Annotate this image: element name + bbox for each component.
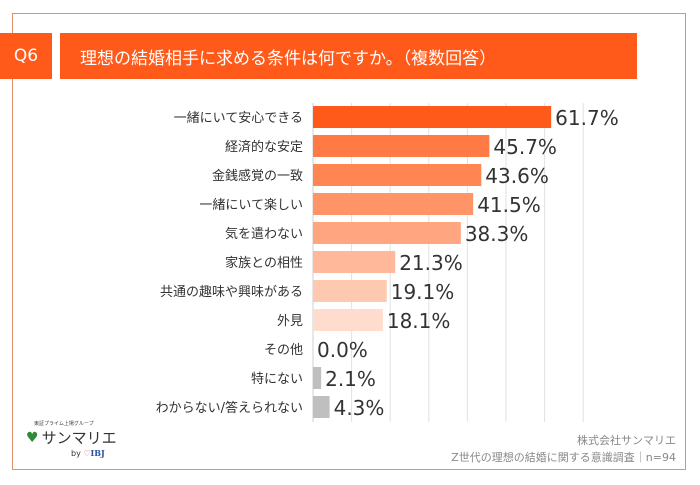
company-logo: 東証プライム上場グループ ♥ サンマリエ by ♡IBJ — [26, 420, 117, 458]
chart-title: 理想の結婚相手に求める条件は何ですか。（複数回答） — [60, 33, 637, 79]
bar — [313, 280, 387, 302]
bar — [313, 106, 552, 128]
category-label: 気を遣わない — [225, 226, 303, 242]
leaf-icon: ♥ — [26, 429, 39, 446]
heart-icon: ♡ — [83, 449, 91, 458]
category-label: 経済的な安定 — [225, 139, 303, 155]
bar — [313, 193, 474, 215]
value-label: 19.1% — [391, 280, 455, 304]
value-label: 4.3% — [334, 396, 385, 420]
question-number: Q6 — [0, 33, 52, 79]
footer-company: 株式会社サンマリエ — [577, 434, 676, 447]
footer: 株式会社サンマリエ Z世代の理想の結婚に関する意識調査｜n=94 — [451, 432, 676, 466]
bar — [313, 251, 396, 273]
logo-name: サンマリエ — [41, 429, 117, 447]
logo-by: by — [71, 449, 81, 458]
category-label: 家族との相性 — [225, 255, 303, 271]
category-label: 一緒にいて楽しい — [199, 197, 303, 213]
bar — [313, 309, 383, 331]
category-label: わからない/答えられない — [156, 400, 303, 416]
value-label: 41.5% — [477, 193, 541, 217]
category-label: 外見 — [277, 314, 303, 329]
slide-frame — [12, 13, 686, 470]
category-label: 共通の趣味や興味がある — [160, 285, 303, 300]
logo-ibj: IBJ — [90, 448, 105, 458]
bar — [313, 396, 330, 418]
logo-group-text: 東証プライム上場グループ — [34, 421, 94, 427]
category-label: その他 — [264, 343, 303, 358]
bar — [313, 164, 482, 186]
value-label: 38.3% — [465, 222, 529, 246]
footer-survey: Z世代の理想の結婚に関する意識調査｜n=94 — [451, 451, 676, 464]
value-label: 21.3% — [399, 251, 463, 275]
value-label: 45.7% — [493, 135, 557, 159]
value-label: 61.7% — [555, 106, 619, 130]
value-label: 2.1% — [325, 367, 376, 391]
category-label: 特にない — [251, 372, 303, 387]
category-label: 一緒にいて安心できる — [174, 111, 303, 126]
value-label: 18.1% — [387, 309, 451, 333]
value-label: 0.0% — [317, 338, 368, 362]
bar — [313, 135, 490, 157]
category-label: 金銭感覚の一致 — [212, 168, 303, 184]
bar — [313, 222, 461, 244]
bar — [313, 367, 322, 389]
value-label: 43.6% — [485, 164, 549, 188]
